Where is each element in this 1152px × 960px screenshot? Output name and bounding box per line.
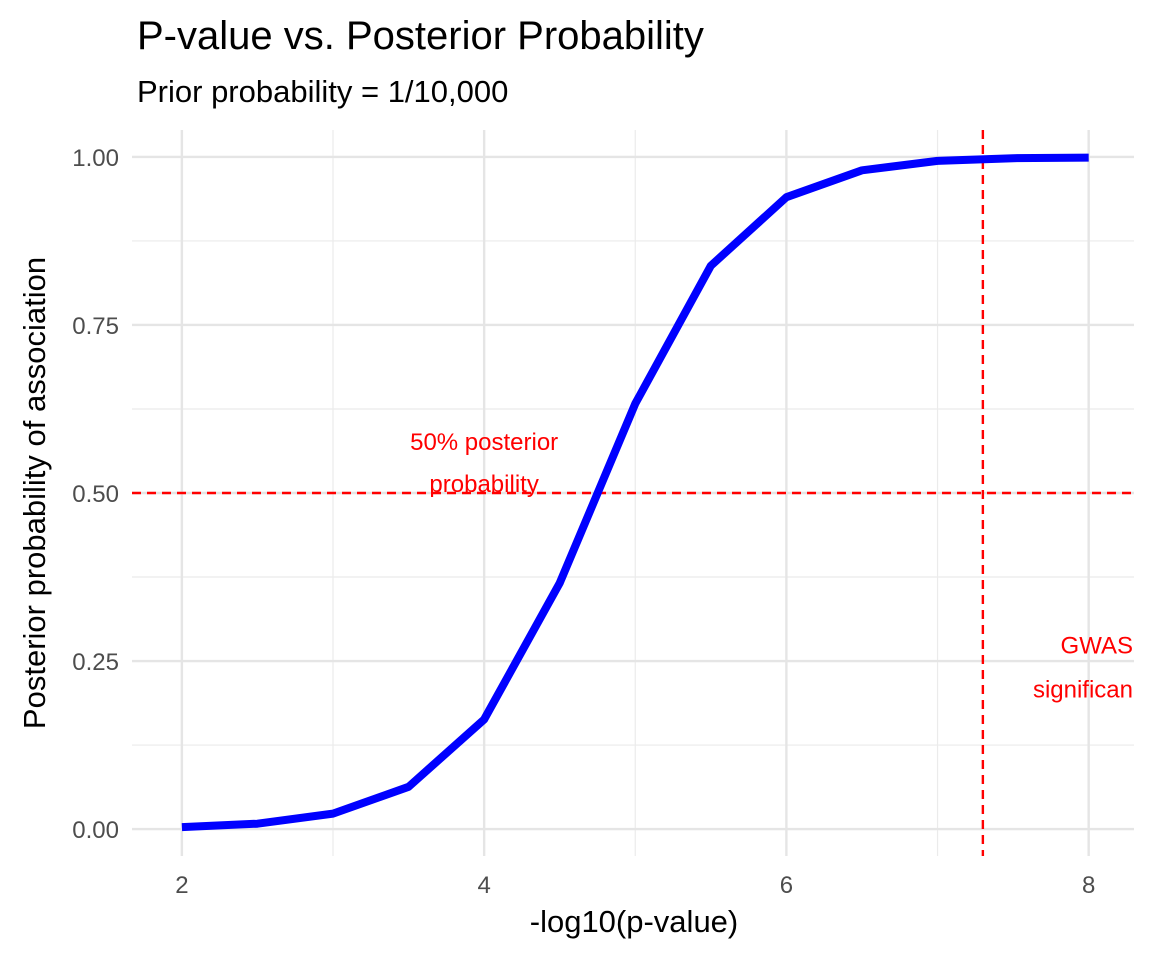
series-line: [181, 153, 1089, 832]
x-axis-title: -log10(p-value): [530, 904, 739, 939]
y-axis-title: Posterior probability of association: [17, 257, 52, 729]
series-layer: [181, 153, 1089, 832]
x-tick-label: 6: [780, 872, 793, 899]
y-tick-label: 0.50: [72, 481, 119, 508]
x-tick-label: 8: [1082, 872, 1095, 899]
reference-lines: [132, 130, 1134, 856]
y-tick-label: 0.75: [72, 313, 119, 340]
tick-labels: 2 4 6 8 0.00 0.25 0.50 0.75 1.00: [72, 145, 1095, 899]
chart-title: P-value vs. Posterior Probability: [137, 14, 704, 58]
y-tick-label: 0.25: [72, 649, 119, 676]
annotation-50pct-line: probability: [429, 471, 538, 498]
annotations: 50% posterior probability GWAS significan: [410, 429, 1133, 704]
x-tick-label: 2: [175, 872, 188, 899]
annotation-gwas-line: GWAS: [1061, 633, 1133, 660]
y-tick-label: 0.00: [72, 817, 119, 844]
x-tick-label: 4: [477, 872, 490, 899]
annotation-50pct-line: 50% posterior: [410, 429, 558, 456]
y-tick-label: 1.00: [72, 145, 119, 172]
annotation-gwas-line: significan: [1033, 677, 1133, 704]
chart-subtitle: Prior probability = 1/10,000: [137, 74, 509, 109]
